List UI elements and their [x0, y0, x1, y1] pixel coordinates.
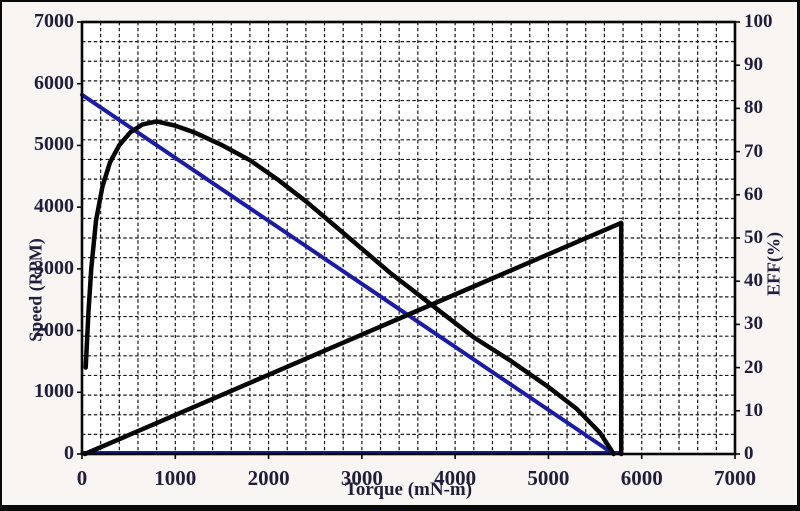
power-line: [82, 220, 624, 457]
right-axis-tick-label: 80: [744, 97, 763, 119]
right-axis-tick-label: 70: [744, 140, 763, 162]
chart-plot-area: [77, 20, 740, 459]
left-axis-tick-label: 4000: [34, 195, 74, 218]
speed-vs-torque-line: [80, 92, 616, 456]
left-axis-tick-label: 1000: [34, 380, 74, 403]
right-axis-tick-label: 20: [744, 356, 763, 378]
efficiency-curve: [83, 119, 616, 457]
left-axis-tick-label: 7000: [34, 10, 74, 32]
right-axis-tick-label: 40: [744, 270, 763, 292]
x-axis-tick-label: 4000: [434, 466, 477, 490]
left-axis-tick-label: 5000: [34, 133, 74, 156]
right-axis-tick-label: 100: [744, 11, 773, 32]
x-axis-tick-label: 2000: [247, 466, 290, 490]
right-axis-tick-label: 90: [744, 54, 763, 76]
left-axis-tick-label: 3000: [34, 256, 74, 279]
left-axis-tick-label: 2000: [34, 318, 74, 341]
right-axis-tick-label: 30: [744, 313, 763, 335]
x-axis-title: Torque (mN-m): [344, 479, 473, 500]
right-axis-tick-label: 10: [744, 399, 763, 421]
x-axis-tick-label: 7000: [714, 466, 756, 490]
right-axis-tick-label: 0: [744, 443, 754, 464]
x-axis-tick-label: 3000: [340, 466, 383, 490]
x-axis-tick-label: 5000: [527, 466, 570, 490]
x-axis-tick-label: 0: [76, 466, 88, 490]
left-axis-tick-label: 6000: [34, 71, 74, 94]
right-axis-tick-label: 60: [744, 183, 763, 205]
left-axis-tick-label: 0: [64, 442, 74, 464]
right-axis-tick-label: 50: [744, 227, 763, 248]
x-axis-tick-label: 1000: [154, 466, 197, 490]
x-axis-tick-label: 6000: [620, 466, 663, 490]
